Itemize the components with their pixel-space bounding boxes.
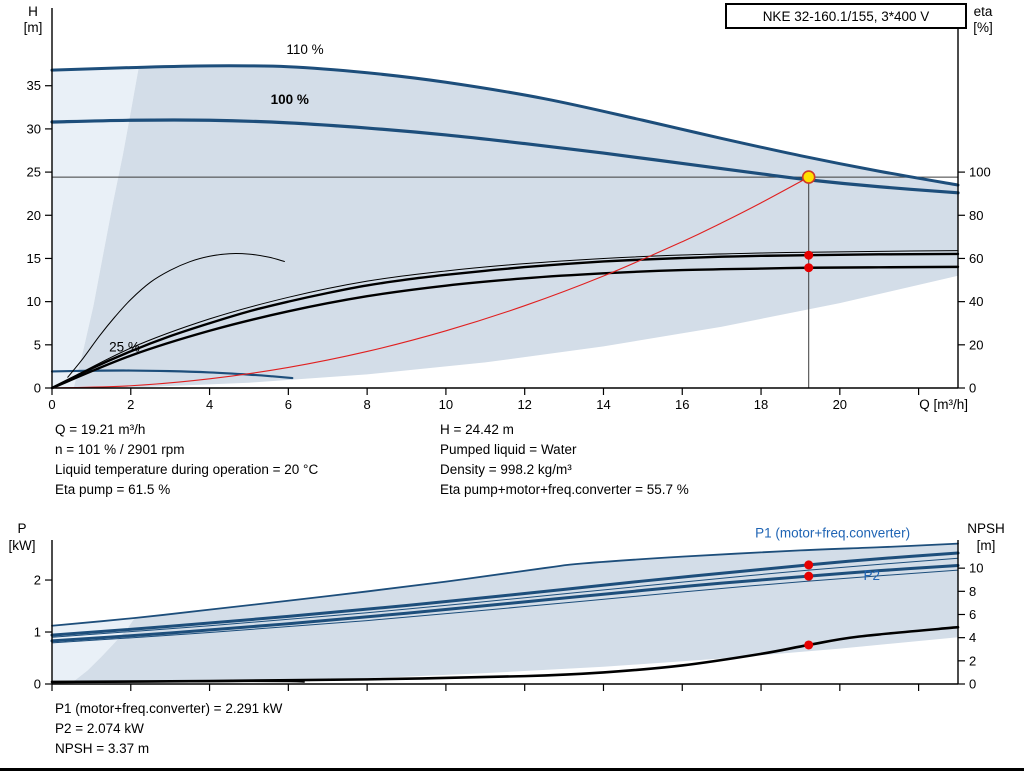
npsh-point [804,640,814,650]
power-npsh-chart: 0 1 2 0 2 4 6 8 10 P [kW] NPSH [m] P1 (motor+freq.con… [9,521,1005,692]
x-tick-label: 16 [675,397,689,412]
duty-point[interactable] [801,170,816,184]
pump-title-box: NKE 32-160.1/155, 3*400 V [725,3,967,29]
duty-info-column-left: Q = 19.21 m³/h n = 101 % / 2901 rpm Liqu… [55,420,318,500]
p2-point [804,571,814,581]
y-right-tick-label: 100 [969,165,991,180]
y-right-axis-title: eta [974,4,993,19]
y-left-tick-label: 0 [34,677,41,692]
y-right-tick-label: 6 [969,607,976,622]
y-left-axis-title: P [17,521,26,536]
p1-100pct-curve [51,557,959,638]
y-left-tick-label: 35 [27,78,41,93]
info-line-eta-total: Eta pump+motor+freq.converter = 55.7 % [440,482,689,497]
system-curve [51,176,810,389]
operating-envelope-light [52,67,139,388]
info-line-speed: n = 101 % / 2901 rpm [55,442,185,457]
y-left-axis-title: [kW] [9,538,36,553]
power-info-column: P1 (motor+freq.converter) = 2.291 kW P2 … [55,699,282,759]
p2-label: P2 [863,568,880,583]
y-right-axis-title: NPSH [967,521,1005,536]
eta-25pct-curve [67,253,285,378]
y-left-tick-label: 25 [27,165,41,180]
info-line-eta-pump: Eta pump = 61.5 % [55,482,171,497]
x-tick-label: 10 [439,397,453,412]
p2-curve [50,563,960,643]
x-tick-label: 6 [285,397,292,412]
y-left-tick-label: 30 [27,121,41,136]
info-line-head: H = 24.42 m [440,422,514,437]
operating-envelope [73,65,958,389]
eta-pump-point [804,250,814,260]
y-right-tick-label: 80 [969,208,983,223]
p1-curve [50,551,960,637]
info-line-p2: P2 = 2.074 kW [55,721,144,736]
qh-110pct [50,64,960,187]
y-left-tick-label: 15 [27,251,41,266]
y-right-axis-title: [%] [973,20,993,35]
y-right-tick-label: 8 [969,584,976,599]
eta-total-point [804,263,814,273]
x-tick-label: 0 [48,397,55,412]
duty-info-column-right: H = 24.42 m Pumped liquid = Water Densit… [440,420,689,500]
label-100pct: 100 % [271,92,309,107]
y-left-tick-label: 1 [34,625,41,640]
label-25pct: 25 % [109,340,140,355]
y-right-tick-label: 20 [969,337,983,352]
y-right-tick-label: 0 [969,381,976,396]
y-left-tick-label: 20 [27,208,41,223]
x-tick-label: 4 [206,397,213,412]
p1-point [804,560,814,570]
x-tick-label: 2 [127,397,134,412]
p2-100pct-curve [51,569,959,644]
info-line-temperature: Liquid temperature during operation = 20… [55,462,319,477]
p1-110pct-curve [51,542,959,627]
label-110pct: 110 % [286,42,323,57]
y-left-tick-label: 2 [34,573,41,588]
x-axis-title: Q [m³/h] [919,397,968,412]
y-left-tick-label: 10 [27,294,41,309]
x-tick-label: 12 [517,397,531,412]
info-line-density: Density = 998.2 kg/m³ [440,462,572,477]
y-right-tick-label: 10 [969,561,983,576]
y-left-axis-title: [m] [24,20,43,35]
pump-title: NKE 32-160.1/155, 3*400 V [762,8,930,24]
y-right-tick-label: 40 [969,294,983,309]
y-right-tick-label: 60 [969,251,983,266]
eta-pump-curve [50,252,960,390]
y-left-tick-label: 5 [34,337,41,352]
info-line-npsh: NPSH = 3.37 m [55,741,150,756]
footer-divider [0,768,1024,771]
info-line-liquid: Pumped liquid = Water [440,442,577,457]
y-right-tick-label: 0 [969,677,976,692]
y-left-tick-label: 0 [34,381,41,396]
y-left-axis-title: H [28,4,38,19]
x-tick-label: 8 [364,397,371,412]
qh-chart: 0 2 4 6 8 10 12 14 16 18 20 0 5 10 15 20 25 30 35 0 20 40 60 80… [24,4,993,412]
info-line-flow: Q = 19.21 m³/h [55,422,146,437]
power-envelope [73,543,958,682]
p1-label: P1 (motor+freq.converter) [755,525,910,540]
x-tick-label: 14 [596,397,610,412]
y-right-tick-label: 2 [969,653,976,668]
x-tick-label: 18 [754,397,768,412]
npsh-curve [50,625,960,684]
y-right-axis-title: [m] [977,538,996,553]
y-right-tick-label: 4 [969,630,976,645]
info-line-p1: P1 (motor+freq.converter) = 2.291 kW [55,701,283,716]
x-tick-label: 20 [833,397,847,412]
